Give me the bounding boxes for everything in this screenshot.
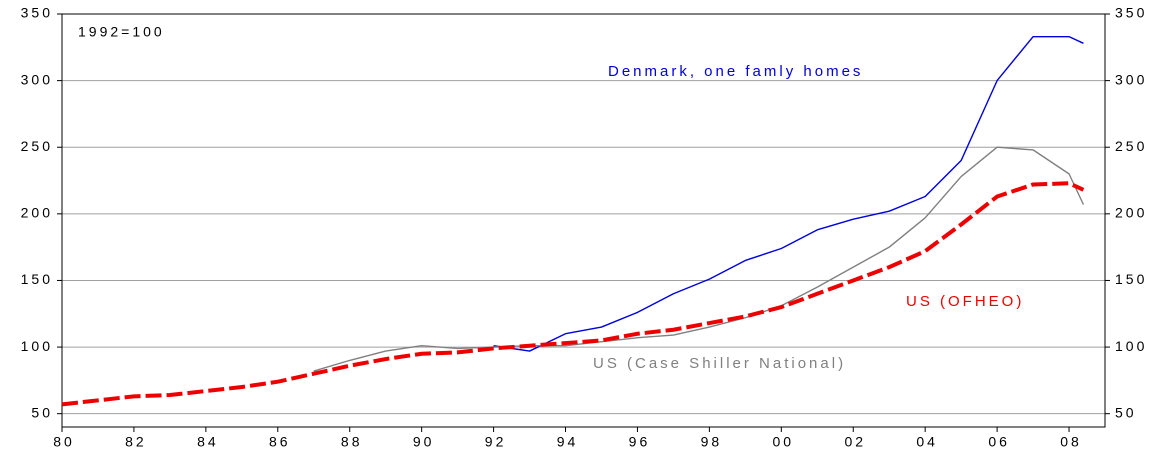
- x-tick-label: 92: [485, 434, 507, 450]
- y2-tick-label: 100: [1115, 338, 1147, 354]
- series-label: US (OFHEO): [906, 293, 1024, 310]
- y-tick-label: 350: [21, 5, 53, 21]
- x-tick-label: 82: [125, 434, 147, 450]
- y2-tick-label: 350: [1115, 5, 1147, 21]
- x-tick-label: 06: [988, 434, 1010, 450]
- series-label: US (Case Shiller National): [593, 355, 846, 372]
- series-label: Denmark, one famly homes: [608, 63, 863, 80]
- y-tick-label: 250: [21, 138, 53, 154]
- y2-tick-label: 50: [1115, 404, 1137, 420]
- y-tick-label: 50: [31, 404, 53, 420]
- y-tick-label: 300: [21, 71, 53, 87]
- x-tick-label: 04: [916, 434, 938, 450]
- series-line: [313, 146, 1085, 372]
- plot-frame: [61, 13, 1106, 428]
- y-tick-label: 150: [21, 271, 53, 287]
- series-line: [61, 181, 1085, 407]
- y2-tick-label: 150: [1115, 271, 1147, 287]
- x-tick-label: 90: [413, 434, 435, 450]
- x-tick-label: 94: [557, 434, 579, 450]
- x-tick-label: 02: [844, 434, 866, 450]
- x-tick-label: 98: [701, 434, 723, 450]
- x-tick-label: 96: [629, 434, 651, 450]
- x-tick-label: 08: [1060, 434, 1082, 450]
- x-tick-label: 86: [269, 434, 291, 450]
- x-tick-label: 88: [341, 434, 363, 450]
- annotation: 1992=100: [78, 24, 165, 40]
- y-tick-label: 100: [21, 338, 53, 354]
- x-tick-label: 00: [773, 434, 795, 450]
- y2-tick-label: 250: [1115, 138, 1147, 154]
- y2-tick-label: 300: [1115, 71, 1147, 87]
- y2-tick-label: 200: [1115, 205, 1147, 221]
- series-line: [493, 35, 1084, 352]
- x-tick-label: 80: [53, 434, 75, 450]
- y-tick-label: 200: [21, 205, 53, 221]
- x-tick-label: 84: [197, 434, 219, 450]
